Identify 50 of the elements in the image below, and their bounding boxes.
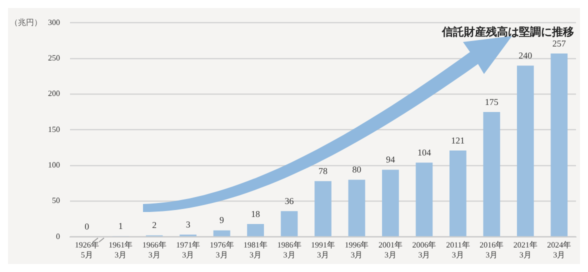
x-tick-label: 1966年3月: [142, 240, 166, 260]
data-label: 36: [284, 196, 294, 206]
x-tick-label: 1986年3月: [277, 240, 302, 260]
bar: [450, 150, 466, 236]
data-label: 1: [118, 220, 123, 231]
bar: [416, 162, 433, 236]
x-tick-label: 1981年3月: [244, 240, 268, 260]
x-tick-label: 2011年3月: [446, 240, 470, 260]
y-tick-label: 0: [56, 232, 60, 241]
data-label: 3: [186, 220, 191, 230]
bar: [550, 53, 568, 236]
data-label: 0: [84, 222, 90, 232]
x-tick-label: 1991年3月: [311, 240, 335, 260]
data-label: 175: [484, 96, 499, 107]
x-tick-label: 2006年3月: [412, 240, 436, 260]
y-axis-title: （兆円）: [10, 18, 42, 27]
bar: [247, 224, 264, 236]
x-tick-label: 2001年3月: [378, 240, 402, 260]
x-tick-label: 1976年3月: [210, 240, 234, 260]
bar: [280, 211, 298, 236]
y-tick-label: 100: [48, 160, 60, 170]
data-label: 94: [386, 154, 396, 165]
annotation: 信託財産残高は堅調に推移: [441, 26, 574, 39]
bar: [314, 181, 332, 236]
bar: [213, 230, 230, 236]
x-tick-label: 1971年3月: [176, 240, 200, 260]
x-tick-label: 1926年5月: [74, 240, 99, 260]
data-label: 104: [417, 147, 432, 158]
x-tick-label: 2024年3月: [547, 240, 572, 260]
x-tick-label: 2016年3月: [480, 240, 504, 260]
x-tick-label: 1996年3月: [344, 240, 369, 260]
y-tick-label: 150: [48, 124, 60, 134]
data-label: 9: [220, 215, 225, 226]
bar: [382, 170, 399, 236]
bar: [516, 66, 534, 236]
bar: [483, 112, 500, 236]
data-label: 18: [251, 208, 261, 219]
data-label: 2: [152, 220, 157, 230]
data-label: 78: [318, 166, 328, 176]
data-label: 80: [352, 164, 362, 175]
bar: [348, 180, 366, 236]
y-tick-label: 250: [48, 54, 60, 63]
data-label: 257: [552, 38, 566, 48]
y-tick-label: 50: [52, 196, 60, 206]
y-tick-label: 300: [48, 18, 60, 27]
data-label: 121: [451, 135, 465, 146]
y-tick-label: 200: [48, 89, 60, 98]
x-tick-label: 2021年3月: [513, 240, 538, 260]
x-tick-label: 1961年3月: [108, 240, 133, 260]
data-label: 240: [518, 50, 533, 60]
